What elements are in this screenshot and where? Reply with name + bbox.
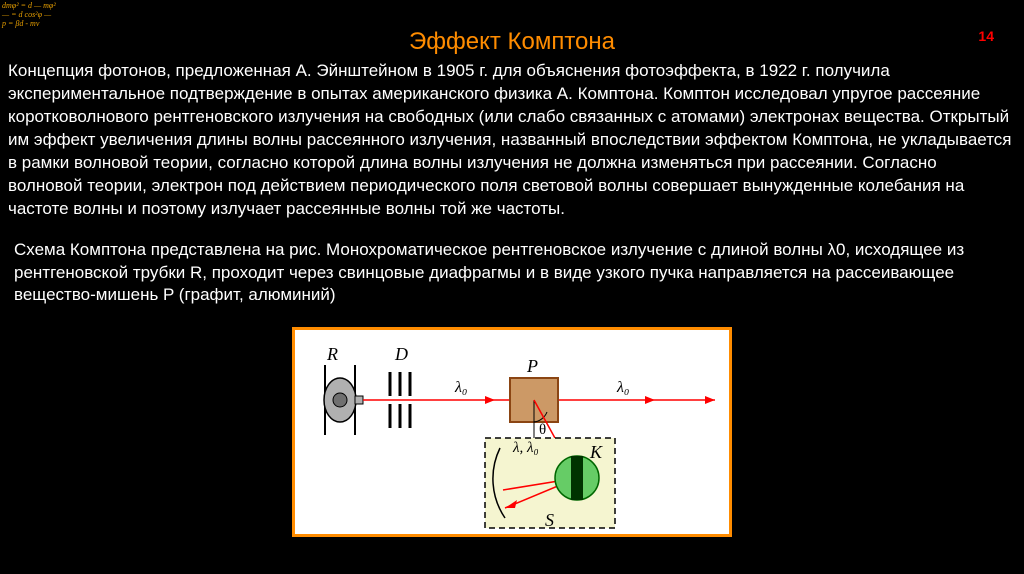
compton-diagram: R D λ₀ λ₀ P θ S bbox=[292, 327, 732, 537]
beam-arrowhead-right bbox=[705, 396, 715, 404]
paragraph-2: Схема Комптона представлена на рис. Моно… bbox=[0, 221, 1024, 308]
label-lambda0-right: λ₀ bbox=[616, 379, 630, 396]
beam-arrowhead-mid1 bbox=[485, 396, 495, 404]
label-lambda-pair: λ, λ₀ bbox=[512, 440, 539, 456]
slide-number: 14 bbox=[978, 28, 994, 44]
label-R: R bbox=[326, 344, 338, 364]
diagram-svg: R D λ₀ λ₀ P θ S bbox=[295, 330, 729, 534]
watermark-formulas: dmφ² = d — mφ² — = d cos²φ — p = βd - mv bbox=[2, 2, 56, 28]
paragraph-1: Концепция фотонов, предложенная А. Эйншт… bbox=[0, 56, 1024, 221]
label-P: P bbox=[526, 356, 538, 376]
slide-title: Эффект Комптона bbox=[0, 0, 1024, 56]
crystal-slit bbox=[571, 456, 583, 500]
label-D: D bbox=[394, 344, 408, 364]
xray-tube bbox=[324, 365, 363, 435]
label-S: S bbox=[545, 510, 554, 530]
label-lambda0-left: λ₀ bbox=[454, 379, 468, 396]
beam-arrowhead-mid2 bbox=[645, 396, 655, 404]
label-theta: θ bbox=[539, 422, 546, 438]
label-K: K bbox=[589, 442, 603, 462]
watermark-line-3: p = βd - mv bbox=[2, 20, 56, 29]
